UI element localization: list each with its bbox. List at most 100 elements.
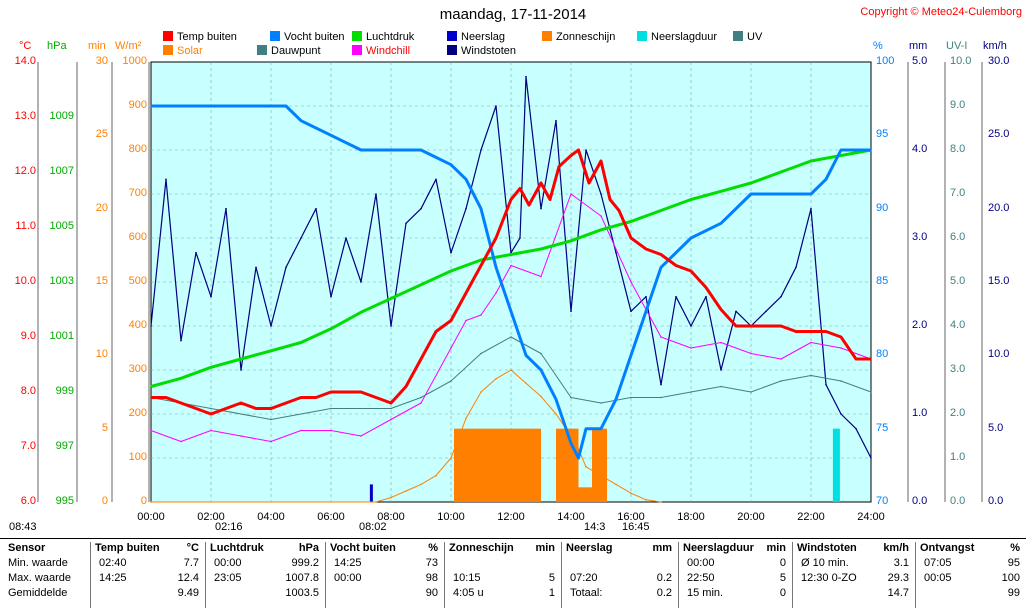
data-point <box>510 369 512 371</box>
data-point <box>675 251 677 254</box>
data-point <box>570 193 572 195</box>
legend-label: Windstoten <box>461 45 517 57</box>
data-point <box>420 396 422 399</box>
data-point <box>420 358 422 360</box>
data-point <box>375 193 377 195</box>
data-point <box>810 330 812 333</box>
table-cell: 15 min. <box>687 587 724 599</box>
axis-tick-pressure: 1003 <box>49 275 74 287</box>
table-cell: Totaal: <box>570 587 603 599</box>
data-point <box>495 378 497 380</box>
data-point <box>495 237 497 239</box>
data-point <box>360 391 362 393</box>
data-point <box>450 251 452 254</box>
table-cell: 1003.5 <box>285 587 319 599</box>
data-point <box>390 418 392 421</box>
data-point <box>825 383 827 386</box>
data-point <box>405 385 407 388</box>
data-point <box>705 286 707 289</box>
data-point <box>615 398 617 401</box>
data-point <box>360 435 362 437</box>
data-point <box>705 295 707 298</box>
data-point <box>780 380 782 382</box>
series-line-solar <box>151 369 662 503</box>
axis-tick-wind: 10.0 <box>988 348 1010 361</box>
data-point <box>480 207 482 210</box>
data-point <box>630 310 632 313</box>
axis-tick-rain: 1.0 <box>912 407 928 419</box>
column-header: Luchtdruk <box>210 542 264 554</box>
axis-tick-uv: 4.0 <box>950 319 966 331</box>
column-header: Temp buiten <box>95 542 160 554</box>
legend-swatch-icon <box>270 31 280 41</box>
axis-tick-pressure: 995 <box>55 495 74 507</box>
data-point <box>870 457 872 459</box>
table-cell: 4:05 u <box>453 587 484 599</box>
axis-tick-pressure: 1005 <box>49 220 74 232</box>
legend-label: Windchill <box>366 45 411 57</box>
legend-item: Luchtdruk <box>352 31 414 43</box>
data-point <box>180 377 182 380</box>
axis-tick-temp: 12.0 <box>14 165 36 177</box>
axis-tick-solar: 1000 <box>122 55 147 67</box>
axis-tick-solar: 500 <box>128 275 147 287</box>
axis-tick-uv: 2.0 <box>950 407 966 419</box>
x-tick-label: 22:00 <box>797 511 825 523</box>
data-point <box>390 496 392 499</box>
data-point <box>720 190 722 193</box>
table-cell: Ø 10 min. <box>801 557 849 569</box>
data-point <box>645 248 647 250</box>
data-point <box>240 369 242 371</box>
table-cell: 95 <box>1007 557 1020 569</box>
axis-tick-temp: 8.0 <box>20 385 36 397</box>
data-point <box>180 402 182 404</box>
data-point <box>795 266 797 269</box>
table-row: 9.49 <box>95 587 205 602</box>
table-row: Ø 10 min. 3.1 <box>797 557 915 572</box>
axis-tick-rain: 5.0 <box>912 55 928 67</box>
legend-swatch-icon <box>447 31 457 41</box>
axis-tick-rain: 4.0 <box>912 143 928 155</box>
data-point <box>450 319 452 322</box>
data-point <box>420 402 422 404</box>
table-column: Temp buiten °C 02:40 7.7 14:25 12.4 9.49 <box>90 542 205 608</box>
axis-tick-solar: 800 <box>128 143 147 155</box>
data-point <box>585 149 587 151</box>
table-cell: Max. waarde <box>8 572 71 584</box>
x-tick-label: 12:00 <box>497 511 525 523</box>
data-point <box>720 369 722 371</box>
rain-bar <box>369 484 373 502</box>
table-cell: 14.7 <box>887 587 909 599</box>
table-cell: 14:25 <box>334 557 362 569</box>
axis-tick-solar: 0 <box>140 495 147 507</box>
data-point <box>720 341 722 344</box>
data-point <box>300 237 302 239</box>
data-point <box>577 149 580 151</box>
table-row: 14:25 12.4 <box>95 572 205 587</box>
axis-tick-temp: 11.0 <box>15 220 36 232</box>
data-point <box>180 440 182 443</box>
x-tick-label: 20:00 <box>737 511 765 523</box>
axis-tick-uv: 9.0 <box>950 99 966 111</box>
axis-unit-uv: UV-I <box>946 40 968 52</box>
x-tick-label: 18:00 <box>677 511 705 523</box>
table-cell: 07:20 <box>570 572 598 584</box>
chart-title: maandag, 17-11-2014 <box>439 6 587 23</box>
data-point <box>660 501 662 503</box>
data-point <box>870 391 872 393</box>
sunshine-bar <box>556 428 579 502</box>
data-point <box>465 292 467 294</box>
data-point <box>435 330 437 333</box>
table-cell: 3.1 <box>893 557 909 569</box>
data-point <box>555 398 557 401</box>
table-row: 15 min. 0 <box>683 587 792 602</box>
data-point <box>750 352 752 355</box>
table-cell: 90 <box>425 587 438 599</box>
legend-swatch-icon <box>257 45 267 55</box>
axis-tick-minutes: 5 <box>101 421 108 434</box>
data-point <box>630 237 632 239</box>
legend-label: Solar <box>177 45 203 57</box>
data-point <box>600 193 602 195</box>
data-point <box>585 427 587 430</box>
legend-label: Dauwpunt <box>271 45 321 57</box>
